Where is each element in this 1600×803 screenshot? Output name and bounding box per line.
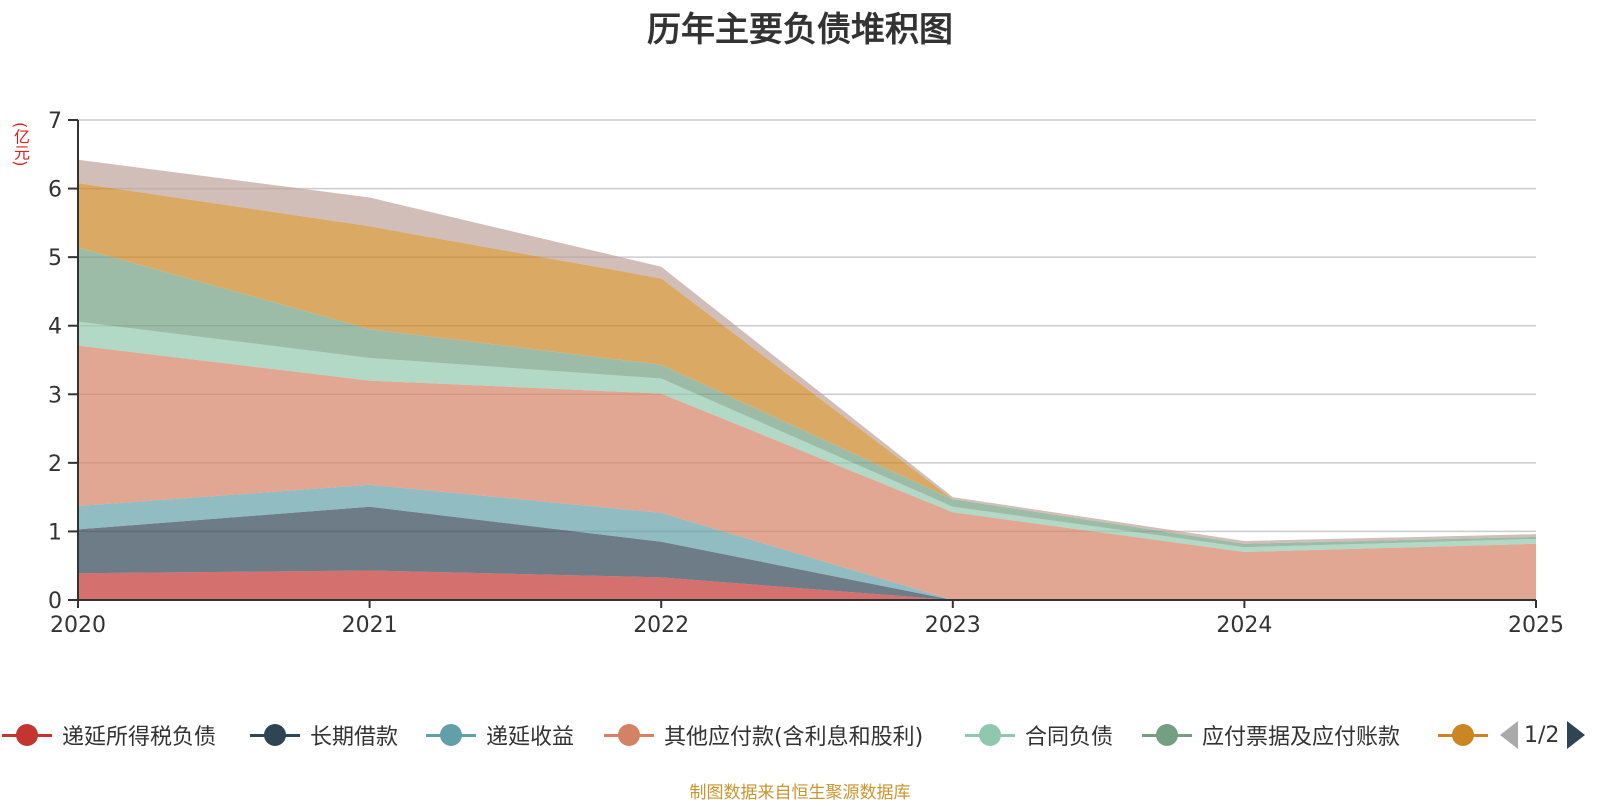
- area-series-4: [78, 321, 1536, 552]
- legend-label: 递延收益: [486, 725, 575, 750]
- x-tick-label: 2020: [50, 613, 106, 638]
- area-series-3: [78, 345, 1536, 600]
- legend-marker-icon: [1438, 723, 1488, 747]
- x-tick-label: 2022: [633, 613, 689, 638]
- legend-label: 其他应付款(含利息和股利): [664, 725, 924, 750]
- y-axis-unit-label: (亿元): [11, 122, 30, 167]
- legend-item[interactable]: 递延所得税负债: [2, 718, 216, 752]
- area-series-6: [78, 183, 1536, 544]
- legend-item[interactable]: 递延收益: [426, 718, 574, 752]
- x-tick-label: 2025: [1508, 613, 1564, 638]
- area-series-2: [78, 484, 1536, 600]
- axes: 0 1 2 3 4 5 6 7 2020 2021 2022 2023 2024 2025: [48, 109, 1564, 638]
- legend-label: 长期借款: [310, 725, 399, 750]
- legend-label: 应付票据及应付账款: [1202, 725, 1401, 750]
- legend-item[interactable]: 长期借款: [250, 718, 398, 752]
- legend-page-indicator: 1/2: [1524, 722, 1560, 748]
- legend-marker-icon: [426, 723, 476, 747]
- legend-item[interactable]: 其他应付款(含利息和股利): [604, 718, 923, 752]
- legend-item[interactable]: 合同负债: [965, 718, 1113, 752]
- data-source-footer: 制图数据来自恒生聚源数据库: [689, 783, 911, 803]
- chart-title: 历年主要负债堆积图: [647, 10, 953, 50]
- legend-prev-page-icon[interactable]: [1500, 721, 1518, 749]
- y-tick-label: 5: [48, 246, 62, 271]
- legend-marker-icon: [965, 723, 1015, 747]
- y-tick-label: 6: [48, 178, 62, 203]
- x-tick-label: 2023: [925, 613, 981, 638]
- legend-item[interactable]: [1438, 718, 1498, 752]
- x-tick-label: 2024: [1216, 613, 1272, 638]
- y-tick-label: 0: [48, 589, 62, 614]
- stacked-area-chart: 0 1 2 3 4 5 6 7 2020 2021 2022 2023 2024 2025: [48, 109, 1564, 638]
- x-tick-label: 2021: [342, 613, 398, 638]
- area-series-7: [78, 159, 1536, 544]
- legend-marker-icon: [2, 723, 52, 747]
- legend-marker-icon: [604, 723, 654, 747]
- legend-next-page-icon[interactable]: [1567, 721, 1586, 749]
- legend-label: 合同负债: [1025, 725, 1114, 750]
- y-tick-label: 1: [48, 520, 62, 545]
- legend-marker-icon: [250, 723, 300, 747]
- area-series: [78, 159, 1536, 600]
- legend-item[interactable]: 应付票据及应付账款: [1142, 718, 1400, 752]
- legend-marker-icon: [1142, 723, 1192, 747]
- y-tick-label: 2: [48, 452, 62, 477]
- y-tick-label: 4: [48, 315, 62, 340]
- y-tick-label: 3: [48, 383, 62, 408]
- y-tick-label: 7: [48, 109, 62, 134]
- legend-label: 递延所得税负债: [62, 725, 217, 750]
- area-series-0: [78, 570, 1536, 600]
- area-series-1: [78, 506, 1536, 600]
- legend: 递延所得税负债 长期借款 递延收益 其他应付款(含利息和股利) 合同负债 应付票…: [0, 718, 1600, 752]
- legend-pager: 1/2: [1500, 718, 1586, 752]
